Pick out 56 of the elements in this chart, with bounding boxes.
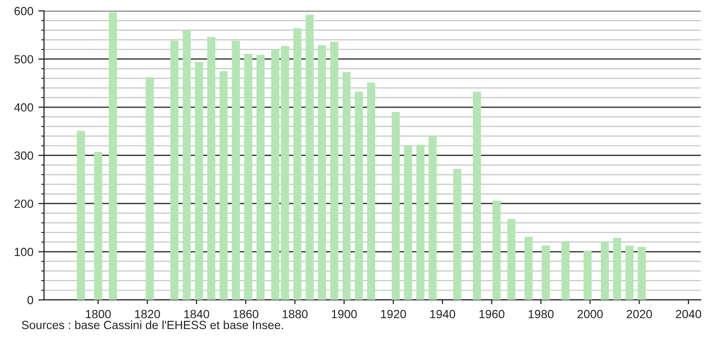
- bar: [170, 40, 178, 300]
- x-tick-label: 2000: [578, 310, 603, 318]
- x-tick-label: 1880: [282, 310, 308, 318]
- x-tick-label: 1820: [135, 310, 160, 318]
- bar: [472, 92, 481, 300]
- bar: [542, 245, 550, 300]
- bar: [244, 54, 252, 300]
- bar: [524, 236, 533, 300]
- bar: [293, 28, 302, 300]
- x-tick-label: 1840: [184, 310, 210, 318]
- bar: [625, 245, 634, 300]
- bar: [638, 246, 646, 300]
- bar: [94, 152, 102, 300]
- y-tick-label: 600: [14, 6, 34, 16]
- bar: [232, 40, 240, 300]
- bar: [600, 242, 609, 300]
- bar: [613, 238, 622, 300]
- x-tick-label: 1940: [430, 310, 456, 318]
- bar: [453, 168, 462, 300]
- y-tick-label: 200: [14, 200, 34, 208]
- source-note: Sources : base Cassini de l'EHESS et base Insee.: [22, 320, 283, 330]
- bar: [342, 72, 351, 300]
- bar: [220, 71, 228, 300]
- y-tick-label: 400: [14, 103, 34, 112]
- bar: [108, 12, 117, 300]
- bar: [416, 144, 424, 300]
- bar: [194, 62, 204, 300]
- bar: [306, 14, 314, 300]
- x-tick-label: 2020: [626, 310, 652, 318]
- bar: [256, 54, 265, 300]
- bar: [584, 250, 592, 300]
- bar: [76, 130, 85, 300]
- bar: [561, 241, 570, 300]
- bar: [182, 30, 191, 300]
- y-tick-label: 100: [14, 248, 34, 256]
- y-tick-label: 500: [14, 55, 34, 64]
- y-tick-label: 300: [14, 151, 34, 160]
- bar: [354, 92, 363, 300]
- y-tick-label: 0: [28, 296, 34, 304]
- bar: [404, 146, 412, 300]
- x-tick-label: 2040: [676, 310, 702, 318]
- x-tick-label: 1960: [479, 310, 504, 318]
- x-tick-label: 1860: [233, 310, 258, 318]
- bar: [330, 42, 338, 300]
- bar: [207, 36, 216, 300]
- bar: [318, 45, 326, 300]
- x-tick-label: 1900: [332, 310, 357, 318]
- bar: [146, 77, 154, 300]
- bar: [492, 200, 501, 300]
- x-tick-label: 1980: [528, 310, 554, 318]
- bar: [428, 136, 437, 300]
- bar: [367, 82, 376, 300]
- bar: [392, 112, 400, 300]
- bar: [507, 218, 516, 300]
- x-tick-label: 1920: [381, 310, 406, 318]
- x-tick-label: 1800: [86, 310, 111, 318]
